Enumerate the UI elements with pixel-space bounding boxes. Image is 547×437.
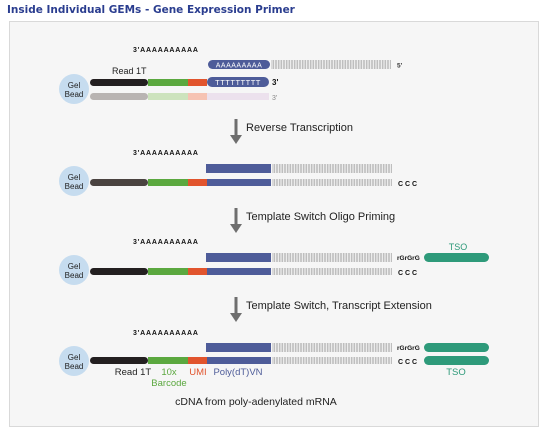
poly-dt-segment <box>207 179 271 186</box>
rgrgrg-label: rGrGrG <box>397 255 420 262</box>
read1t-segment <box>90 357 148 364</box>
gel-bead-label: Gel <box>68 353 81 362</box>
caption: cDNA from poly-adenylated mRNA <box>175 396 337 408</box>
gel-bead <box>59 74 89 104</box>
umi-segment <box>188 79 207 86</box>
poly-a-inline-text: AAAAAAAAA <box>216 63 263 70</box>
barcode-segment <box>148 268 188 275</box>
umi-segment <box>188 179 207 186</box>
mrna-hatch <box>272 343 392 352</box>
faded-prime3-label: 3' <box>272 95 277 102</box>
step-label: Template Switch Oligo Priming <box>246 211 395 223</box>
step-arrow-head <box>230 313 242 322</box>
poly-t-inline-text: TTTTTTTTT <box>215 78 261 87</box>
tso-segment <box>424 343 489 352</box>
poly-a-tail: 3'AAAAAAAAAA <box>133 47 199 54</box>
page-title: Inside Individual GEMs - Gene Expression… <box>7 4 295 16</box>
step-label: Reverse Transcription <box>246 122 353 134</box>
gel-bead-label: Bead <box>65 182 84 191</box>
prime5-label: 5' <box>397 63 403 70</box>
barcode-label-line2: Barcode <box>151 378 186 389</box>
gel-bead-label: Bead <box>65 362 84 371</box>
umi-segment <box>188 357 207 364</box>
poly-a-tail: 3'AAAAAAAAAA <box>133 150 199 157</box>
mrna-hatch <box>272 164 392 173</box>
tso-segment <box>424 253 489 262</box>
poly-dt-segment <box>207 77 269 87</box>
ccc-label: C C C <box>398 359 417 366</box>
faded-umi-segment <box>188 93 207 100</box>
tso-segment-bottom <box>424 356 489 365</box>
gel-bead-label: Gel <box>68 173 81 182</box>
faded-poly-dt-segment <box>207 93 269 100</box>
ccc-label: C C C <box>398 270 417 277</box>
cdna-hatch <box>272 268 392 275</box>
faded-read1t-segment <box>90 93 148 100</box>
cdna-hatch <box>272 357 392 364</box>
poly-dt-segment <box>207 268 271 275</box>
mrna-block <box>206 164 271 173</box>
gel-bead <box>59 346 89 376</box>
mrna-hatch <box>272 253 392 262</box>
umi-label: UMI <box>189 367 206 378</box>
prime3-label: 3' <box>272 78 278 87</box>
read1t-label: Read 1T <box>115 367 152 378</box>
read1t-segment <box>90 179 148 186</box>
mrna-block <box>206 253 271 262</box>
ccc-label: C C C <box>398 181 417 188</box>
tso-bottom-label: TSO <box>446 367 466 378</box>
barcode-segment <box>148 357 188 364</box>
gel-bead <box>59 166 89 196</box>
barcode-segment <box>148 179 188 186</box>
barcode-label: 10x <box>161 367 177 378</box>
read1t-segment <box>90 79 148 86</box>
gel-bead-label: Gel <box>68 81 81 90</box>
mrna-hatch <box>271 60 391 69</box>
read1t-segment <box>90 268 148 275</box>
mrna-block <box>206 343 271 352</box>
poly-a-tail: 3'AAAAAAAAAA <box>133 239 199 246</box>
step-arrow-head <box>230 224 242 233</box>
gel-bead-label: Gel <box>68 262 81 271</box>
poly-dt-segment <box>207 357 271 364</box>
cdna-hatch <box>272 179 392 186</box>
faded-barcode-segment <box>148 93 188 100</box>
gel-bead-label: Bead <box>65 271 84 280</box>
gel-bead <box>59 255 89 285</box>
umi-segment <box>188 268 207 275</box>
poly-a-tail: 3'AAAAAAAAAA <box>133 330 199 337</box>
mrna-poly-a-block <box>208 60 270 69</box>
step-arrow-head <box>230 135 242 144</box>
tso-label: TSO <box>449 242 468 252</box>
gel-bead-label: Bead <box>65 90 84 99</box>
step-label: Template Switch, Transcript Extension <box>246 300 432 312</box>
rgrgrg-label: rGrGrG <box>397 345 420 352</box>
poly-dt-label: Poly(dT)VN <box>213 367 262 378</box>
read1t-top-label: Read 1T <box>112 66 147 76</box>
barcode-segment <box>148 79 188 86</box>
